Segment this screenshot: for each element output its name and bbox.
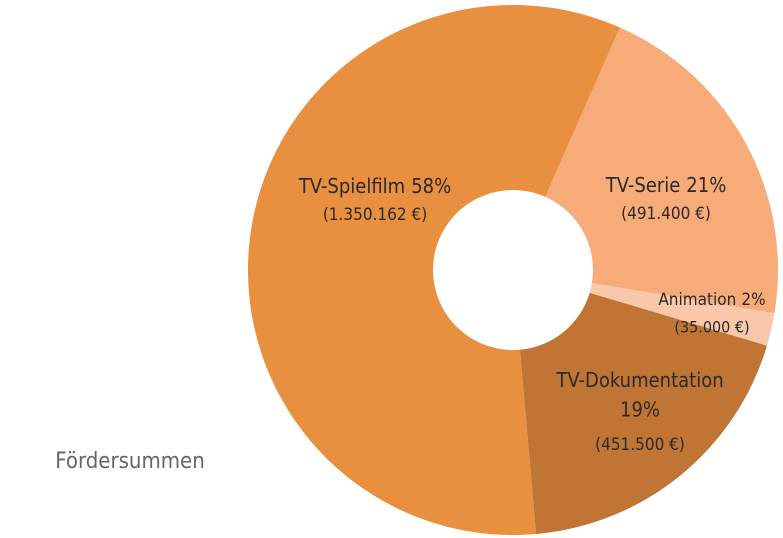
chart-title: Fördersummen	[55, 449, 205, 474]
slice-label: TV-Spielfilm 58%	[298, 174, 451, 198]
category-name: TV-Dokumentation	[555, 368, 723, 392]
amount-label: (451.500 €)	[595, 435, 685, 455]
category-name: TV-Serie	[605, 173, 681, 197]
slice	[519, 292, 767, 534]
slice-label: Animation 2%	[658, 290, 765, 310]
slice	[545, 27, 779, 314]
amount-label: (1.350.162 €)	[323, 205, 427, 225]
percent-label: 2%	[741, 290, 765, 310]
amount-label: (35.000 €)	[674, 318, 749, 337]
amount-label: (491.400 €)	[621, 204, 711, 224]
slice-label: TV-Serie 21%	[605, 173, 727, 197]
percent-label: 19%	[620, 398, 660, 422]
slice	[247, 4, 620, 535]
percent-label: 58%	[411, 174, 451, 198]
category-name: TV-Spielfilm	[298, 174, 405, 198]
percent-label: 21%	[686, 173, 726, 197]
slice	[589, 283, 775, 346]
slice-label: TV-Dokumentation	[555, 368, 723, 392]
category-name: Animation	[658, 290, 736, 310]
